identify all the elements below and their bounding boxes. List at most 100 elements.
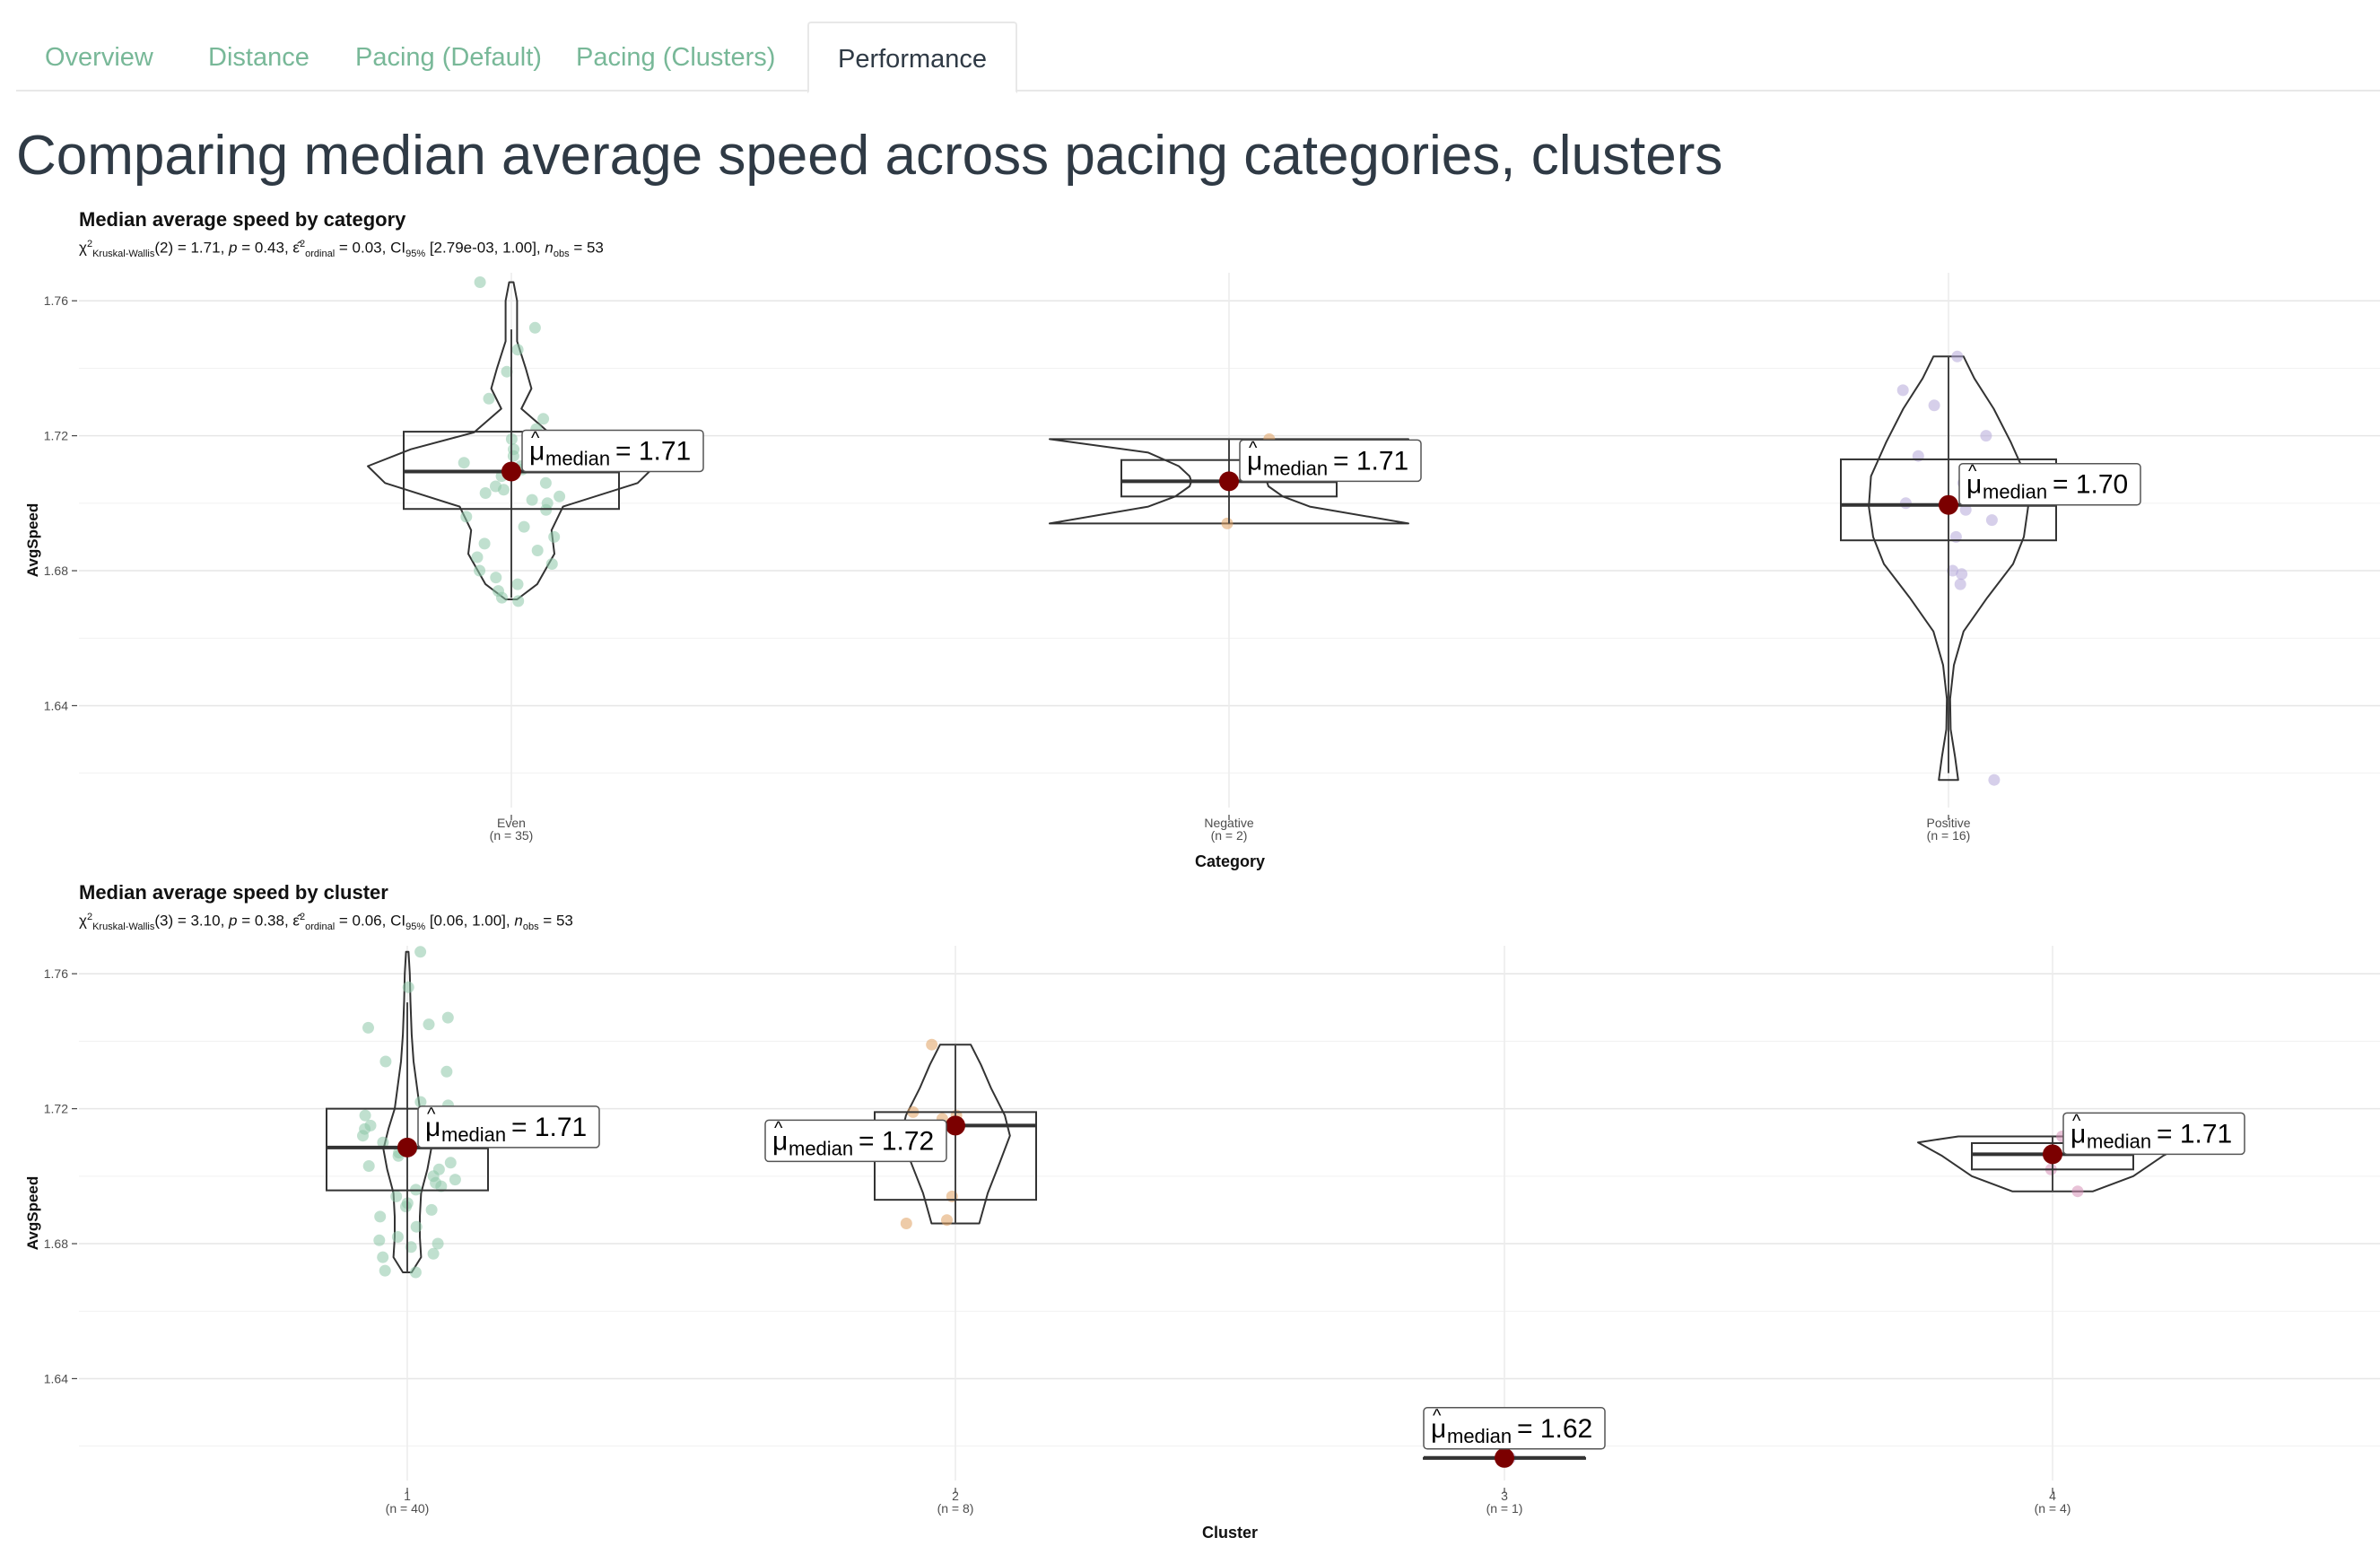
plot-2-ci-sub: 95% [405,922,426,933]
plot-2-title: Median average speed by cluster [79,881,388,904]
plot-2-median-label-sub: median [441,1123,506,1146]
plot-2-median-label-mu: μ [1431,1414,1446,1444]
plot-2-median-label: μ^median = 1.71 [417,1105,600,1149]
plot-1-data-point [1928,399,1940,412]
plot-1-effect-sup: 2 [300,239,306,249]
plot-2-n-value: = 53 [538,912,573,930]
tab-pacing-default[interactable]: Pacing (Default) [355,43,542,72]
plot-1-xtick-n-label: (n = 35) [490,828,534,843]
plot-2-data-point [373,1234,386,1246]
plot-1-data-point [498,484,510,496]
plot-1-stat-sub: Kruskal-Wallis [92,249,155,260]
plot-1-effect-value: = 0.03, CI [335,239,406,257]
plot-2-effect-value: = 0.06, CI [335,912,406,930]
plot-1-title: Median average speed by category [79,208,406,231]
plot-2-ci-value: [0.06, 1.00], [425,912,515,930]
plot-2-median-label-value: = 1.71 [511,1113,587,1142]
plot-2-violin [900,1044,1011,1225]
plot-2-xtick-label: 1 [404,1489,411,1503]
plot-2-data-point [423,1018,435,1031]
plot-2-data-point [414,1096,427,1108]
plot-1-data-point [511,344,524,356]
plot-2-box [1971,1141,2134,1171]
plot-2-y-axis-label: AvgSpeed [24,1176,41,1251]
plot-2-effect-sub: ordinal [305,922,336,933]
plot-2-data-point [926,1038,938,1051]
plot-1-xtick-label: Even [497,816,526,830]
plot-2-median-label-hat: ^ [1433,1406,1442,1426]
plot-2-data-point [410,1220,423,1233]
plot-2-violin [1917,1135,2188,1192]
plot-2-median-label-box [417,1105,600,1149]
plot-2-median-label-sub: median [789,1137,853,1159]
plot-1-data-point [548,530,561,543]
plot-2-median-label-value: = 1.62 [1517,1414,1592,1444]
plot-1-data-point [540,503,553,516]
plot-1-data-point [496,591,508,604]
plot-1-data-point [1985,514,1998,527]
plot-1-effect-symbol: ε̂ [292,239,300,257]
plot-1-median-label-hat: ^ [1249,438,1258,458]
plot-1-data-point [483,392,495,405]
plot-1-data-point [531,545,544,556]
plot-1-ytick-label: 1.76 [44,293,68,308]
plot-1-data-point [537,413,550,425]
plot-1-data-point [1896,384,1909,397]
plot-2-median-label-sub: median [2087,1130,2151,1152]
plot-1-data-point [518,520,530,533]
plot-2-xtick-n-label: (n = 4) [2035,1501,2071,1516]
plot-1-median-label-box [1239,439,1422,483]
plot-2-stat-value: (3) = 3.10, [154,912,230,930]
plot-1-ytick-label: 1.64 [44,698,68,712]
plot-2-box [326,1107,489,1192]
plot-1-xtick-label: Negative [1204,816,1253,830]
plot-1-median-label-value: = 1.71 [615,436,691,466]
plot-2-data-point [425,1203,438,1216]
tab-performance[interactable]: Performance [807,22,1018,93]
plot-2-median-label: μ^median = 1.71 [2062,1111,2245,1156]
plot-1-median-label-sub: median [1983,481,2047,503]
plot-2-data-point [432,1237,444,1250]
plot-2-data-point [374,1210,387,1223]
plot-2-data-point [2071,1185,2084,1198]
plot-2-data-point [414,946,427,958]
plot-2-median-label-hat: ^ [427,1105,436,1124]
plot-1-ci-sub: 95% [405,249,426,260]
plot-1-xtick-n-label: (n = 16) [1927,828,1971,843]
plot-1-data-point [507,450,519,462]
plot-2-data-point [379,1264,391,1277]
plot-2-median-label-value: = 1.71 [2157,1119,2232,1149]
page-title: Comparing median average speed across pa… [16,125,1723,187]
plot-2-data-point [377,1136,389,1149]
plot-1-stat-value: (2) = 1.71, [154,239,230,257]
plot-1-median-label-mu: μ [529,436,545,466]
plot-1-median-point [1219,471,1239,492]
plot-1-ci-value: [2.79e-03, 1.00], [425,239,545,257]
plot-1-stat-symbol: χ [79,239,87,257]
plot-1-median-point [501,461,521,482]
plot-1-data-point [478,537,491,550]
plot-1-n-value: = 53 [569,239,604,257]
plot-1-y-axis-label: AvgSpeed [24,503,41,578]
plot-2-p-label: p [229,912,238,930]
plot-1-median-label-mu: μ [1247,446,1262,476]
plot-1-stat-sup: 2 [86,239,93,249]
tab-distance[interactable]: Distance [208,43,309,72]
plot-1-median-label: μ^ median = 1.70 [1958,462,2141,506]
plot-1-data-point [526,494,538,506]
plot-2-stat-symbol: χ [79,912,87,930]
plot-2-data-point [357,1130,369,1142]
tab-pacing-clusters[interactable]: Pacing (Clusters) [576,43,776,72]
plot-1-median-point [1939,494,1958,515]
plot-2-effect-symbol: ε̂ [292,912,300,930]
plot-1-n-sub: obs [553,249,570,260]
plot-2-data-point [441,1011,454,1024]
tab-overview[interactable]: Overview [45,43,153,72]
plot-1-median-label-mu: μ [1966,470,1982,500]
plot-1-median-label: μ^median = 1.71 [1239,438,1422,483]
plot-1-data-point [1221,517,1234,529]
plot-1-median-label-sub: median [545,447,610,469]
plot-1-data-point [545,558,558,570]
plot-2-xtick-n-label: (n = 40) [386,1501,430,1516]
